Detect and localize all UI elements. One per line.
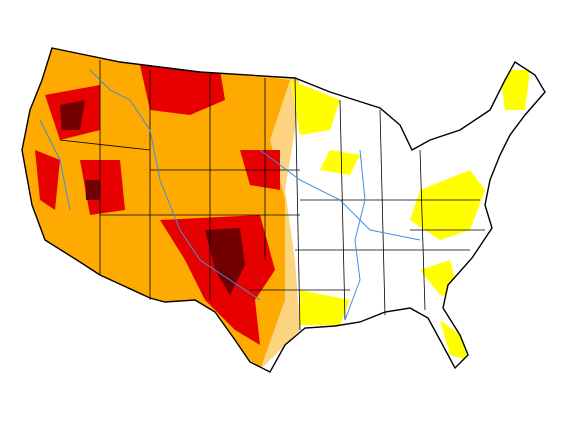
abnormally-dry-north (290, 80, 340, 135)
rivers (39, 69, 421, 321)
extreme-drought-texas (205, 228, 245, 295)
extreme-drought-oregon (60, 100, 85, 130)
abnormally-dry-gulf (300, 290, 350, 325)
abnormally-dry-florida (440, 320, 468, 360)
state-borders (21, 47, 546, 373)
severe-drought-nevada (80, 160, 125, 215)
extreme-drought-nevada (85, 180, 100, 200)
abnormally-dry-northeast (500, 70, 530, 110)
severe-drought-southwest (160, 215, 275, 345)
abnormally-dry-midwest (320, 150, 360, 175)
severe-drought-montana (140, 65, 225, 115)
abnormally-dry-east (410, 170, 485, 240)
severe-drought-california (35, 150, 60, 210)
